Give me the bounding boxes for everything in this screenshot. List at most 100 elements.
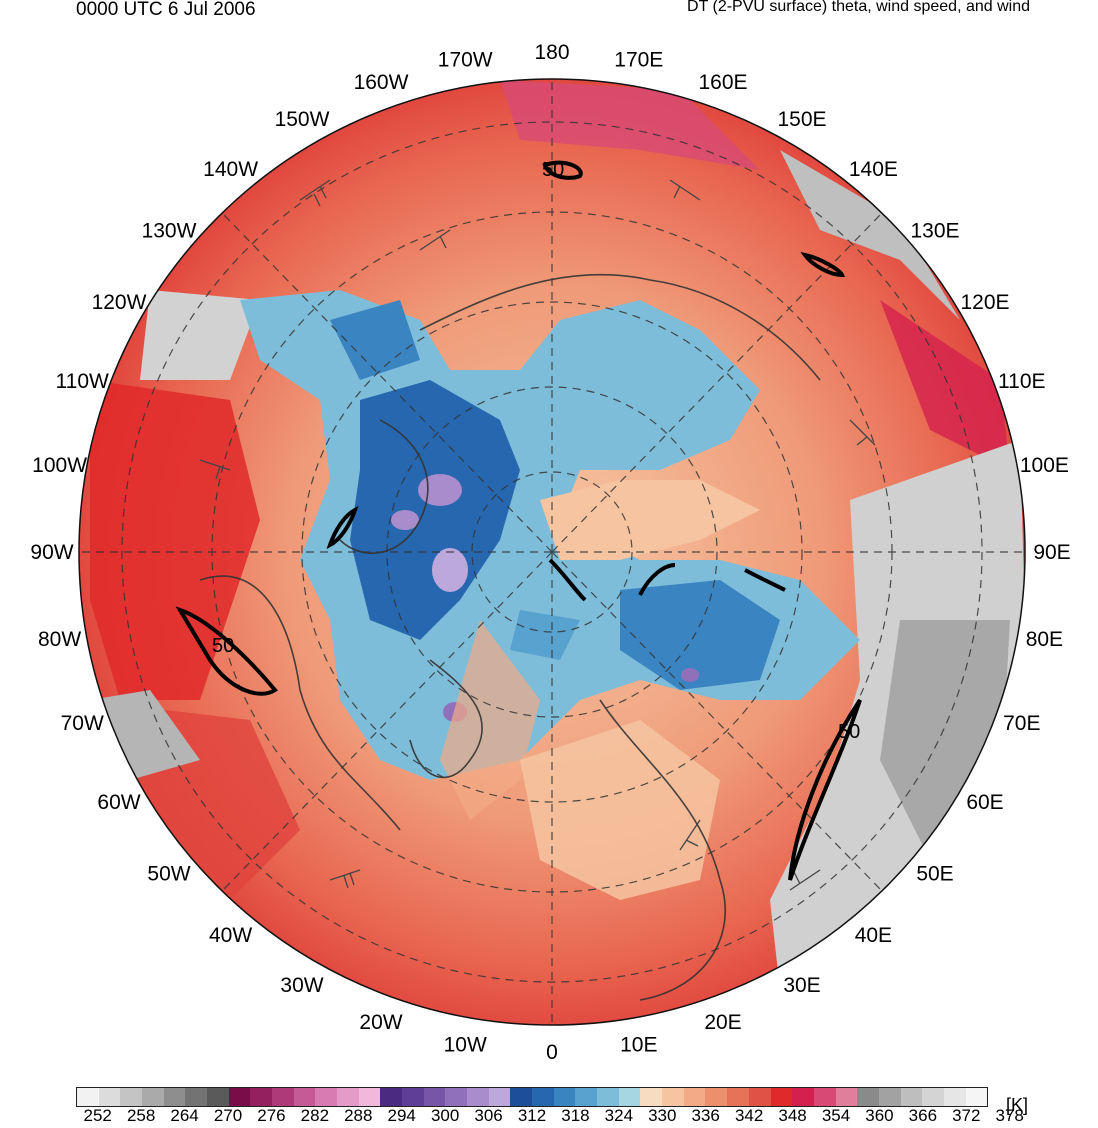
longitude-label: 130W xyxy=(142,220,197,243)
longitude-label: 140W xyxy=(203,158,258,181)
colorbar-tick-label: 264 xyxy=(170,1106,199,1125)
colorbar-swatch xyxy=(878,1088,901,1106)
colorbar-tick-label: 330 xyxy=(648,1106,677,1125)
colorbar-swatch xyxy=(142,1088,164,1106)
colorbar-swatch xyxy=(488,1088,511,1106)
longitude-label: 180 xyxy=(534,41,569,64)
colorbar-swatch xyxy=(250,1088,273,1106)
colorbar xyxy=(76,1087,988,1107)
valid-time-label: 0000 UTC 6 Jul 2006 xyxy=(76,0,256,20)
colorbar-swatch xyxy=(532,1088,554,1106)
colorbar-swatch xyxy=(792,1088,814,1106)
longitude-label: 170W xyxy=(438,49,493,72)
colorbar-swatch xyxy=(618,1088,641,1106)
colorbar-swatch xyxy=(748,1088,771,1106)
longitude-label: 170E xyxy=(614,49,663,72)
longitude-label: 110E xyxy=(998,370,1046,393)
longitude-label: 0 xyxy=(546,1041,558,1064)
colorbar-swatch xyxy=(943,1088,966,1106)
colorbar-tick-label: 354 xyxy=(821,1106,851,1125)
product-title: DT (2-PVU surface) theta, wind speed, an… xyxy=(687,0,1030,15)
longitude-label: 100W xyxy=(32,454,87,477)
colorbar-swatch xyxy=(683,1088,706,1106)
longitude-label: 80E xyxy=(1026,628,1063,651)
longitude-label: 30W xyxy=(280,974,323,997)
colorbar-swatch xyxy=(207,1088,229,1106)
colorbar-tick-label: 252 xyxy=(83,1106,112,1125)
colorbar-swatch xyxy=(662,1088,684,1106)
colorbar-swatch xyxy=(272,1088,294,1106)
map-boundary xyxy=(78,78,1026,1026)
colorbar-tick-label: 324 xyxy=(604,1106,634,1125)
longitude-label: 90W xyxy=(30,541,73,564)
colorbar-tick-label: 318 xyxy=(561,1106,590,1125)
colorbar-swatch xyxy=(467,1088,489,1106)
wind-barbs xyxy=(199,179,876,891)
colorbar-swatch xyxy=(922,1088,944,1106)
colorbar-tick-label: 348 xyxy=(778,1106,807,1125)
longitude-label: 10E xyxy=(620,1033,657,1056)
colorbar-tick-label: 366 xyxy=(908,1106,938,1125)
colorbar-tick-label: 378 xyxy=(995,1106,1024,1125)
longitude-label: 140E xyxy=(849,158,898,181)
colorbar-swatch xyxy=(857,1088,879,1106)
colorbar-swatch xyxy=(337,1088,359,1106)
contour-label: 50 xyxy=(838,721,860,743)
colorbar-swatch xyxy=(770,1088,793,1106)
colorbar-tick-label: 258 xyxy=(126,1106,156,1125)
colorbar-swatch xyxy=(315,1088,338,1106)
longitude-label: 90E xyxy=(1033,541,1070,564)
colorbar-swatch xyxy=(510,1088,533,1106)
longitude-label: 50W xyxy=(147,862,190,885)
colorbar-swatch xyxy=(965,1088,988,1106)
colorbar-swatch xyxy=(402,1088,424,1106)
colorbar-swatch xyxy=(98,1088,121,1106)
polar-map: 50 50 50 180 170E 160E 150E 140E 130E 120E 110E… xyxy=(30,41,1070,1064)
longitude-label: 120E xyxy=(960,291,1009,314)
longitude-label: 40W xyxy=(209,924,252,947)
colorbar-swatch xyxy=(900,1088,923,1106)
contour-label: 50 xyxy=(212,635,234,657)
colorbar-tick-label: 294 xyxy=(387,1106,416,1125)
colorbar-swatch xyxy=(575,1088,598,1106)
longitude-label: 40E xyxy=(855,924,892,947)
longitude-label: 70W xyxy=(61,712,104,735)
longitude-label: 60E xyxy=(966,791,1003,814)
colorbar-swatch xyxy=(228,1088,251,1106)
colorbar-swatch xyxy=(553,1088,576,1106)
colorbar-swatch xyxy=(163,1088,186,1106)
colorbar-swatch xyxy=(77,1088,99,1106)
colorbar-tick-label: 306 xyxy=(474,1106,503,1125)
colorbar-swatch xyxy=(445,1088,468,1106)
longitude-label: 100E xyxy=(1020,454,1069,477)
colorbar-swatch xyxy=(597,1088,619,1106)
colorbar-swatch xyxy=(813,1088,836,1106)
colorbar-tick-label: 288 xyxy=(344,1106,373,1125)
longitude-label: 20W xyxy=(359,1011,402,1034)
colorbar-swatch xyxy=(120,1088,143,1106)
colorbar-tick-label: 282 xyxy=(300,1106,330,1125)
theta-field: 50 50 50 xyxy=(79,79,1025,1025)
colorbar-tick-label: 270 xyxy=(213,1106,243,1125)
colorbar-tick-labels: 252 258 264 270 276 282 288 294 300 306 312 318 324 3… xyxy=(0,1106,1098,1128)
longitude-label: 150E xyxy=(777,108,826,131)
longitude-label: 10W xyxy=(444,1033,487,1056)
colorbar-tick-label: 336 xyxy=(691,1106,720,1125)
longitude-labels: 180 170E 160E 150E 140E 130E 120E 110E 100E 90E 80… xyxy=(30,41,1070,1064)
colorbar-tick-label: 342 xyxy=(734,1106,764,1125)
longitude-label: 70E xyxy=(1003,712,1040,735)
colorbar-units: [K] xyxy=(1006,1095,1029,1115)
longitude-label: 130E xyxy=(910,220,959,243)
colorbar-swatch xyxy=(185,1088,208,1106)
wind-speed-contours xyxy=(175,160,862,881)
longitude-label: 20E xyxy=(704,1011,741,1034)
colorbar-swatch xyxy=(835,1088,858,1106)
colorbar-swatch xyxy=(380,1088,403,1106)
colorbar-swatch xyxy=(727,1088,749,1106)
longitude-label: 150W xyxy=(275,108,330,131)
longitude-label: 80W xyxy=(38,628,81,651)
colorbar-swatch xyxy=(358,1088,381,1106)
colorbar-swatch xyxy=(640,1088,663,1106)
colorbar-swatch xyxy=(293,1088,316,1106)
longitude-label: 120W xyxy=(92,291,147,314)
